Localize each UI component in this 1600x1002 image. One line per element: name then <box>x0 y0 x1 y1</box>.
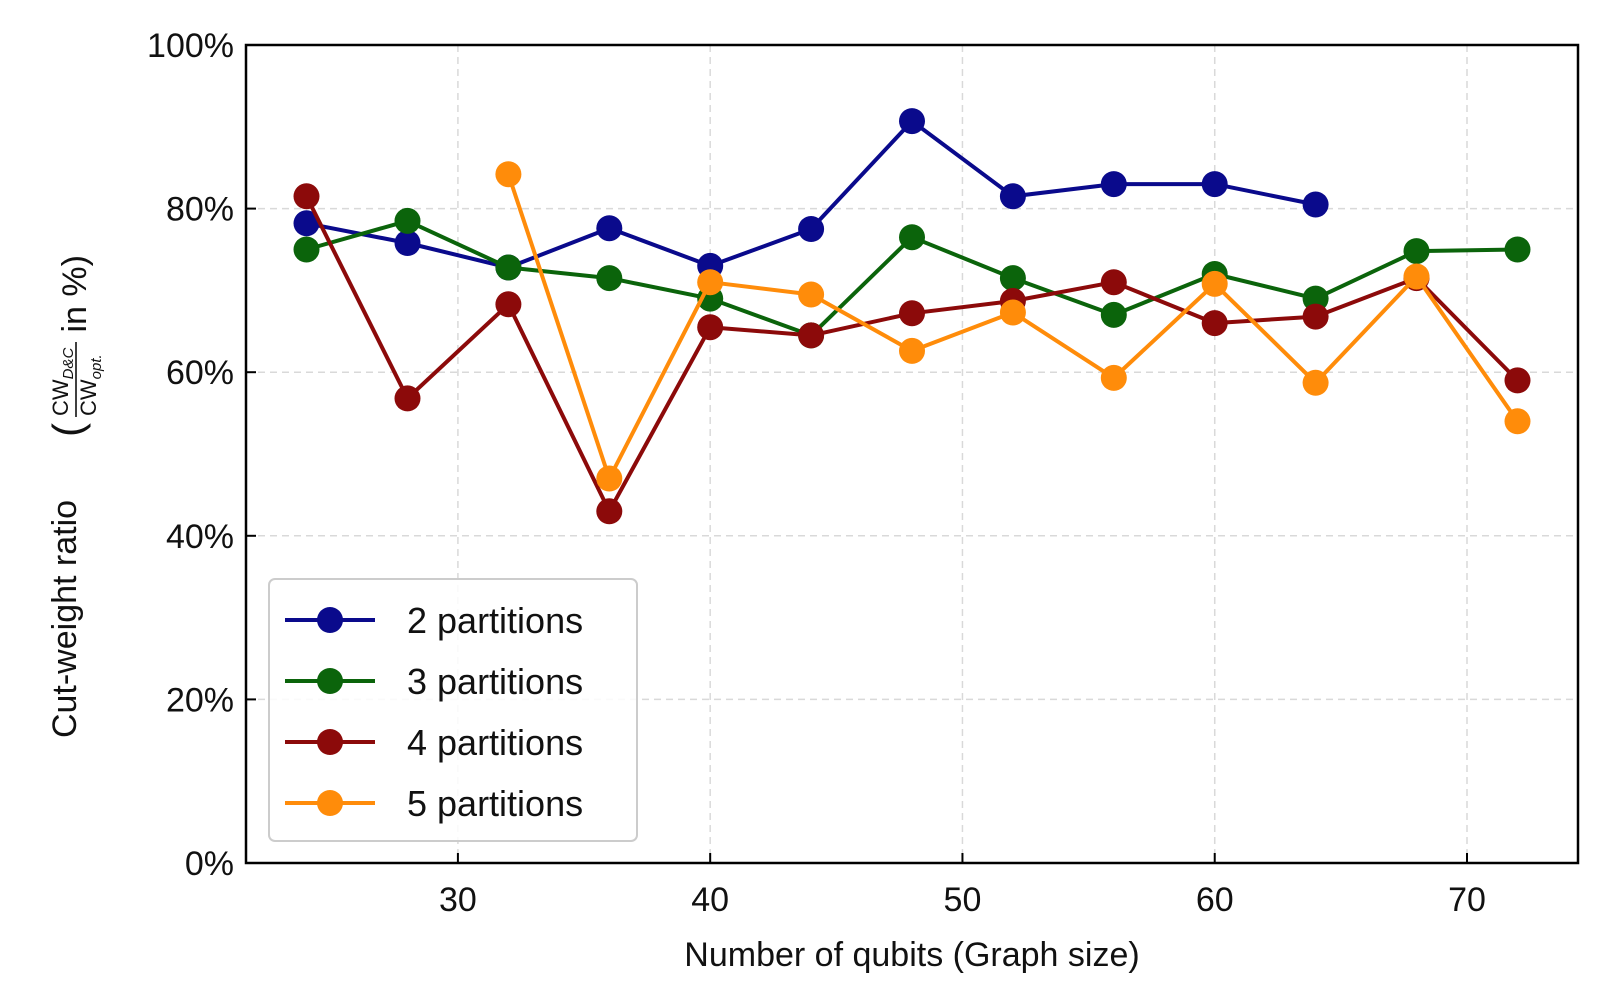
legend-marker <box>317 729 343 755</box>
y-axis-fraction-numerator: CWD&C <box>48 348 77 416</box>
data-point <box>1201 171 1228 198</box>
denominator-sub: opt. <box>88 354 105 379</box>
data-point <box>1504 236 1531 263</box>
legend-item: 2 partitions <box>285 600 583 641</box>
legend-marker <box>317 668 343 694</box>
data-point <box>495 161 522 188</box>
series-3-partitions <box>293 207 1531 349</box>
data-point <box>697 314 724 341</box>
data-point <box>1302 303 1329 330</box>
data-point <box>1504 367 1531 394</box>
series-4-partitions <box>293 183 1531 525</box>
data-point <box>596 465 623 492</box>
y-tick-label: 20% <box>166 681 234 719</box>
data-point <box>1302 191 1329 218</box>
data-point <box>1403 263 1430 290</box>
data-point <box>1302 285 1329 312</box>
axis-ticks <box>246 44 1468 864</box>
data-point <box>394 385 421 412</box>
data-point <box>1100 171 1127 198</box>
y-axis-title: Cut-weight ratio ( CWD&C CWopt. in %) <box>44 255 105 738</box>
data-point <box>899 224 925 251</box>
x-axis-title: Number of qubits (Graph size) <box>684 936 1139 974</box>
legend-item: 5 partitions <box>285 783 583 824</box>
data-point <box>899 337 925 364</box>
data-point <box>798 322 825 349</box>
data-point <box>495 254 522 281</box>
legend-label: 5 partitions <box>407 783 583 824</box>
data-point <box>394 207 421 234</box>
y-axis-label: Cut-weight ratio <box>46 500 84 738</box>
data-point <box>999 299 1026 326</box>
data-point <box>697 269 724 296</box>
legend-marker <box>317 607 343 633</box>
series-2-partitions <box>293 108 1329 281</box>
y-tick-label: 60% <box>166 354 234 392</box>
data-point <box>293 236 320 263</box>
numerator-cw: CW <box>48 379 73 416</box>
data-point <box>798 281 825 308</box>
y-tick-label: 40% <box>166 518 234 556</box>
data-point <box>1302 369 1329 396</box>
y-axis-fraction-suffix: in %) <box>56 255 94 342</box>
x-tick-label: 40 <box>691 881 729 919</box>
x-tick-label: 30 <box>439 881 477 919</box>
data-point <box>1504 408 1531 435</box>
data-point <box>1100 269 1127 296</box>
y-axis-fraction-denominator: CWopt. <box>76 354 105 416</box>
data-point <box>596 498 623 525</box>
data-point <box>899 300 925 327</box>
legend-item: 3 partitions <box>285 661 583 702</box>
legend-item: 4 partitions <box>285 722 583 763</box>
data-point <box>495 291 522 318</box>
series-line <box>506 173 1520 481</box>
data-point <box>899 108 925 135</box>
legend-box <box>268 578 638 842</box>
y-tick-label: 0% <box>185 845 234 883</box>
data-point <box>1201 270 1228 297</box>
data-point <box>798 216 825 242</box>
legend-marker <box>317 790 343 816</box>
data-point <box>596 215 623 242</box>
data-point <box>293 210 320 237</box>
y-axis-fraction-open: ( <box>44 423 91 437</box>
data-point <box>999 183 1026 210</box>
plot-frame <box>244 43 1580 865</box>
y-tick-label: 80% <box>166 191 234 229</box>
tick-labels: 30 40 50 60 70 0% 20% 40% 60% 80% 100% <box>147 27 1486 919</box>
data-point <box>596 265 623 292</box>
numerator-sub: D&C <box>60 348 77 380</box>
series-layer <box>293 108 1531 525</box>
data-point <box>1403 238 1430 265</box>
legend: 2 partitions 3 partitions 4 partitions 5 pa… <box>268 578 638 842</box>
series-5-partitions <box>495 161 1531 492</box>
x-tick-label: 60 <box>1196 881 1234 919</box>
data-point <box>1201 310 1228 337</box>
legend-label: 2 partitions <box>407 600 583 641</box>
data-point <box>1100 301 1127 328</box>
x-tick-label: 50 <box>944 881 982 919</box>
denominator-cw: CW <box>76 379 101 416</box>
legend-label: 4 partitions <box>407 722 583 763</box>
data-point <box>394 230 421 256</box>
data-point <box>293 183 320 210</box>
data-point <box>1100 364 1127 391</box>
y-tick-label: 100% <box>147 27 234 65</box>
data-point <box>999 265 1026 292</box>
legend-label: 3 partitions <box>407 661 583 702</box>
x-tick-label: 70 <box>1448 881 1486 919</box>
